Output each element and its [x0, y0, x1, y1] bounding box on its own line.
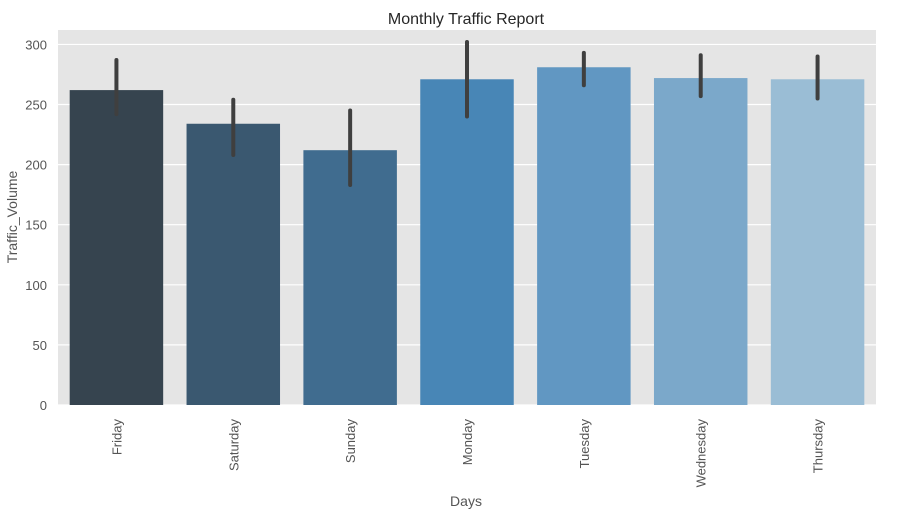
x-tick-label: Saturday	[226, 419, 241, 472]
x-tick-label: Friday	[109, 419, 124, 456]
bar-thursday	[770, 79, 865, 406]
y-axis-ticks: 0 50 100 150 200 250 300	[25, 37, 47, 413]
x-tick-label: Thursday	[811, 419, 826, 474]
x-axis-ticks: Friday Saturday Sunday Monday Tuesday Wednesd…	[109, 419, 825, 488]
y-tick-label: 300	[25, 37, 47, 52]
bars	[69, 67, 865, 406]
error-bars	[114, 40, 820, 188]
bar-monday	[420, 79, 514, 406]
x-tick-label: Tuesday	[577, 419, 592, 469]
bar-friday	[69, 90, 164, 405]
bar-tuesday	[537, 67, 631, 405]
y-tick-label: 100	[25, 278, 47, 293]
bar-sunday	[303, 150, 397, 405]
chart-title: Monthly Traffic Report	[388, 11, 545, 28]
x-tick-label: Wednesday	[694, 419, 709, 488]
y-tick-label: 200	[25, 158, 47, 173]
y-tick-label: 0	[40, 398, 47, 413]
x-tick-label: Monday	[460, 419, 475, 466]
y-tick-label: 50	[33, 338, 47, 353]
x-axis-label: Days	[450, 493, 482, 509]
y-tick-label: 250	[25, 98, 47, 113]
y-axis-label: Traffic_Volume	[4, 170, 20, 263]
y-tick-label: 150	[25, 218, 47, 233]
bar-saturday	[186, 123, 281, 405]
x-tick-label: Sunday	[343, 419, 358, 464]
bar-wednesday	[653, 78, 748, 406]
